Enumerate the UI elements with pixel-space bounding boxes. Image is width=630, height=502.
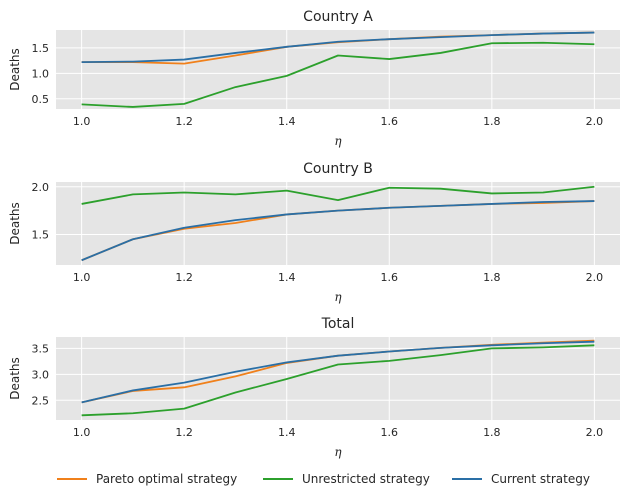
legend: Pareto optimal strategy Unrestricted stra… [57,472,590,486]
x-tick-label: 1.4 [278,115,296,128]
panel-title: Total [321,316,355,332]
x-tick-label: 1.8 [483,426,501,439]
legend-item: Current strategy [452,472,590,486]
x-axis-title: η [334,134,342,148]
x-tick-label: 1.4 [278,426,296,439]
legend-item: Unrestricted strategy [263,472,430,486]
x-tick-label: 1.6 [381,426,399,439]
x-tick-label: 2.0 [586,271,604,284]
series-line-current-strategy [81,340,595,404]
y-tick-label: 2.0 [32,181,50,194]
y-tick-label: 2.5 [32,394,50,407]
x-tick-label: 1.6 [381,115,399,128]
series-line-current-strategy [81,31,595,64]
legend-item: Pareto optimal strategy [57,472,237,486]
y-tick-label: 3.5 [32,342,50,355]
x-tick-label: 1.2 [175,426,193,439]
plot-area [56,182,620,265]
panel-title: Country A [303,9,373,25]
x-axis-title: η [334,290,342,304]
y-tick-label: 1.0 [32,67,50,80]
series-line-current-strategy [81,200,595,262]
series-line-unrestricted-strategy [81,344,595,417]
y-tick-label: 0.5 [32,93,50,106]
x-tick-label: 1.4 [278,271,296,284]
panel-title: Country B [303,161,373,177]
y-axis-title: Deaths [8,202,22,245]
series-line-unrestricted-strategy [81,185,595,205]
x-tick-label: 1.8 [483,271,501,284]
panel-2: 1.0 1.2 1.4 1.6 1.8 2.0 1.5 2.0 Country B η Deaths [8,161,620,304]
x-tick-label: 2.0 [586,115,604,128]
x-tick-label: 1.2 [175,115,193,128]
y-axis-title: Deaths [8,357,22,400]
y-tick-label: 1.5 [32,228,50,241]
panel-3: 1.0 1.2 1.4 1.6 1.8 2.0 2.5 3.0 3.5 Total η Deaths [8,316,620,459]
x-tick-label: 2.0 [586,426,604,439]
panel-1: 1.0 1.2 1.4 1.6 1.8 2.0 0.5 1.0 1.5 Country A η Dea… [8,9,620,148]
x-tick-label: 1.2 [175,271,193,284]
x-tick-label: 1.8 [483,115,501,128]
x-tick-label: 1.0 [73,271,91,284]
legend-label: Pareto optimal strategy [96,472,237,486]
y-tick-label: 1.5 [32,42,50,55]
legend-label: Current strategy [491,472,590,486]
x-tick-label: 1.0 [73,115,91,128]
series-line-unrestricted-strategy [81,41,595,108]
y-axis-title: Deaths [8,48,22,91]
legend-label: Unrestricted strategy [302,472,430,486]
x-tick-label: 1.0 [73,426,91,439]
x-axis-title: η [334,445,342,459]
plot-area [56,337,620,420]
x-tick-label: 1.6 [381,271,399,284]
y-tick-label: 3.0 [32,368,50,381]
